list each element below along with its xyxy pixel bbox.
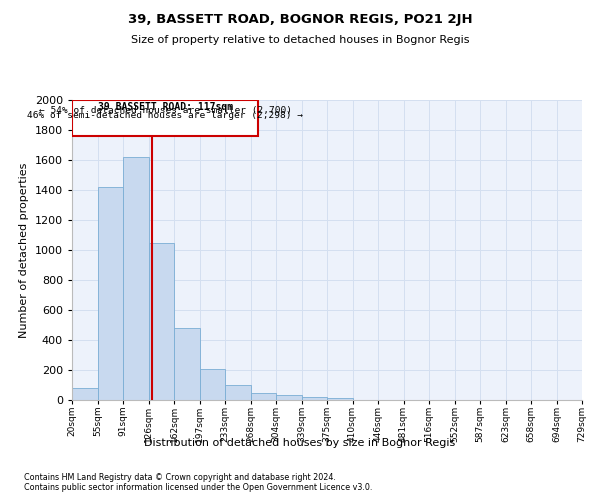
Bar	[225, 385, 251, 400]
Text: Contains public sector information licensed under the Open Government Licence v3: Contains public sector information licen…	[24, 482, 373, 492]
Text: Contains HM Land Registry data © Crown copyright and database right 2024.: Contains HM Land Registry data © Crown c…	[24, 472, 336, 482]
Text: 39, BASSETT ROAD, BOGNOR REGIS, PO21 2JH: 39, BASSETT ROAD, BOGNOR REGIS, PO21 2JH	[128, 12, 472, 26]
Text: 39 BASSETT ROAD: 117sqm: 39 BASSETT ROAD: 117sqm	[98, 102, 233, 112]
Bar	[327, 398, 353, 400]
Y-axis label: Number of detached properties: Number of detached properties	[19, 162, 29, 338]
Bar	[123, 157, 149, 400]
Text: 46% of semi-detached houses are larger (2,298) →: 46% of semi-detached houses are larger (…	[27, 110, 303, 120]
Bar	[199, 369, 225, 400]
Bar	[72, 100, 258, 136]
Bar	[174, 328, 199, 400]
Text: ← 54% of detached houses are smaller (2,700): ← 54% of detached houses are smaller (2,…	[38, 106, 292, 115]
Text: Distribution of detached houses by size in Bognor Regis: Distribution of detached houses by size …	[145, 438, 455, 448]
Bar	[276, 395, 302, 400]
Bar	[72, 388, 97, 400]
Bar	[149, 242, 174, 400]
Bar	[302, 396, 327, 400]
Bar	[251, 393, 276, 400]
Bar	[97, 187, 123, 400]
Text: Size of property relative to detached houses in Bognor Regis: Size of property relative to detached ho…	[131, 35, 469, 45]
